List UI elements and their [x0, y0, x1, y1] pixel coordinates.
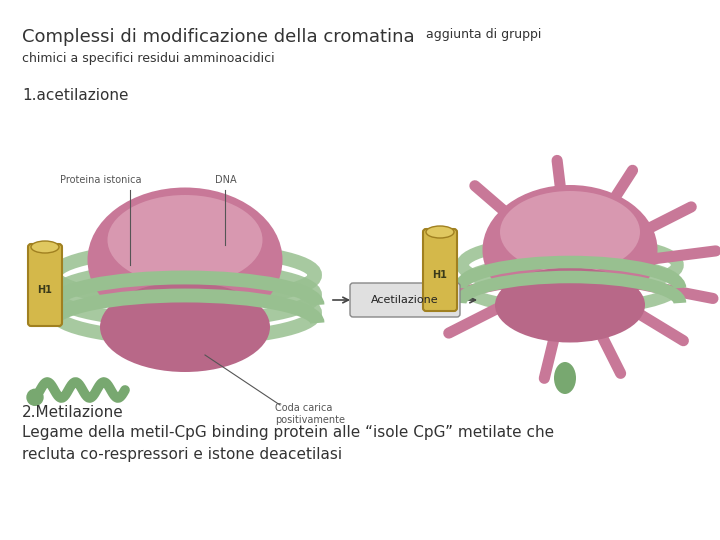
Text: 2.Metilazione: 2.Metilazione	[22, 405, 124, 420]
Text: Proteina istonica: Proteina istonica	[60, 175, 142, 185]
Ellipse shape	[495, 267, 645, 342]
Text: 1.acetilazione: 1.acetilazione	[22, 88, 128, 103]
Text: chimici a specifici residui amminoacidici: chimici a specifici residui amminoacidic…	[22, 52, 274, 65]
Text: Coda carica
positivamente: Coda carica positivamente	[275, 403, 345, 424]
Ellipse shape	[426, 226, 454, 238]
Ellipse shape	[107, 195, 263, 285]
Ellipse shape	[88, 187, 282, 333]
Ellipse shape	[482, 185, 657, 315]
Text: H1: H1	[37, 285, 53, 295]
Ellipse shape	[500, 191, 640, 273]
Text: Acetilazione: Acetilazione	[372, 295, 438, 305]
Text: Complessi di modificazione della cromatina: Complessi di modificazione della cromati…	[22, 28, 415, 46]
Text: aggiunta di gruppi: aggiunta di gruppi	[422, 28, 541, 41]
FancyBboxPatch shape	[28, 244, 62, 326]
FancyBboxPatch shape	[423, 229, 457, 311]
Ellipse shape	[31, 241, 59, 253]
Ellipse shape	[100, 282, 270, 372]
Ellipse shape	[554, 362, 576, 394]
FancyBboxPatch shape	[350, 283, 460, 317]
Circle shape	[27, 389, 43, 406]
Text: DNA: DNA	[215, 175, 237, 185]
Text: Legame della metil-CpG binding protein alle “isole CpG” metilate che
recluta co-: Legame della metil-CpG binding protein a…	[22, 425, 554, 462]
Text: H1: H1	[433, 270, 447, 280]
